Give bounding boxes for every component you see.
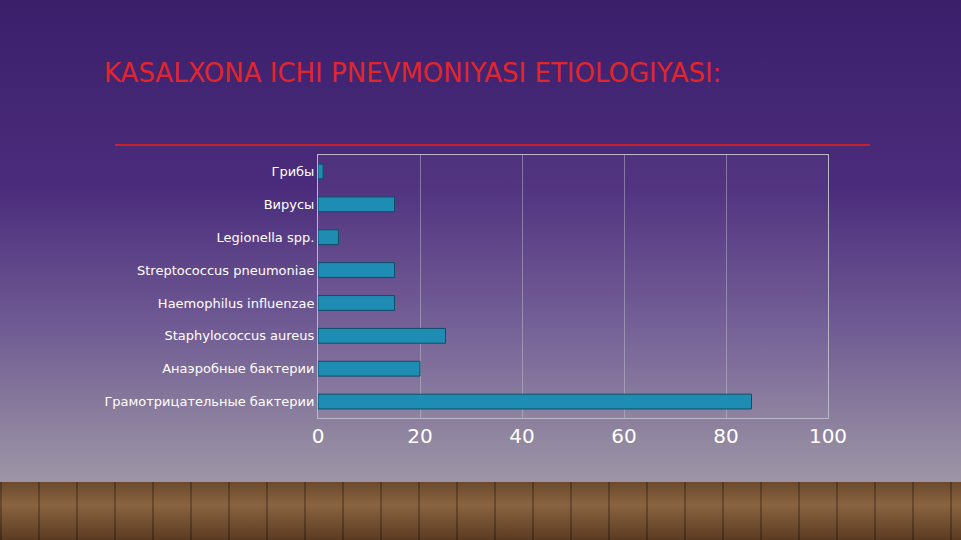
svg-text:Streptococcus pneumoniae: Streptococcus pneumoniae (137, 263, 314, 278)
svg-text:Haemophilus influenzae: Haemophilus influenzae (158, 295, 315, 310)
svg-text:Legionella spp.: Legionella spp. (217, 230, 315, 245)
svg-text:0: 0 (312, 424, 325, 448)
svg-text:Грамотрицательные бактерии: Грамотрицательные бактерии (104, 394, 314, 409)
svg-text:Анаэробные бактерии: Анаэробные бактерии (162, 361, 314, 376)
svg-text:20: 20 (407, 424, 432, 448)
svg-text:100: 100 (809, 424, 847, 448)
svg-text:80: 80 (713, 424, 738, 448)
svg-text:Вирусы: Вирусы (264, 197, 315, 212)
svg-text:60: 60 (611, 424, 636, 448)
svg-text:Грибы: Грибы (271, 164, 314, 179)
svg-text:40: 40 (509, 424, 534, 448)
html-text:KASALXONA ICHI PNEVMONIYASI ET: KASALXONA ICHI PNEVMONIYASI ETIOLOGIYASI… (104, 58, 722, 88)
svg-text:Staphylococcus aureus: Staphylococcus aureus (165, 328, 315, 343)
